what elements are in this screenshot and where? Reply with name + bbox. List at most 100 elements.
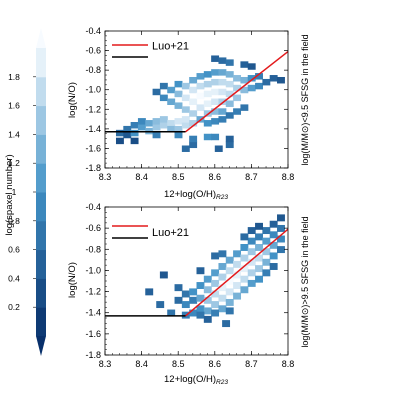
y-axis-label-top: log(N/O): [67, 82, 78, 118]
red-relation-line: [185, 228, 288, 317]
heatmap-cell: [277, 76, 285, 84]
heatmap-cell: [247, 237, 256, 245]
colorbar-tick-label: 1.6: [8, 101, 20, 111]
heatmap-cell: [233, 282, 242, 289]
heatmap-cell: [196, 92, 205, 100]
colorbar-ticks: 0.2 0.4 0.6 0.8 1 1.2 1.4 1.6 1.8: [8, 72, 36, 312]
heatmap-cell: [255, 73, 263, 80]
heatmap-cell: [247, 84, 256, 92]
colorbar-band: [36, 192, 46, 222]
y-tick-label: -1.6: [85, 143, 101, 153]
heatmap-cell: [174, 284, 183, 292]
heatmap-cell: [152, 123, 161, 131]
heatmap-cell: [196, 104, 205, 111]
heatmap-cell: [211, 309, 220, 317]
heatmap-cell: [247, 248, 256, 256]
heatmap-cell: [269, 241, 278, 249]
heatmap-cell: [137, 123, 146, 131]
heatmap-cell: [225, 277, 234, 285]
x-tick-label: 8.4: [135, 172, 148, 182]
heatmap-cell: [233, 260, 242, 268]
heatmap-cell: [218, 78, 227, 86]
heatmap-cell: [225, 307, 234, 315]
heatmap-cell: [211, 118, 220, 125]
colorbar-bands: [36, 28, 46, 356]
heatmap-cell: [218, 250, 227, 258]
heatmap-cell: [189, 135, 198, 143]
y-tick-label: -0.4: [85, 26, 101, 36]
heatmap-cell: [181, 94, 190, 102]
colorbar-band: [36, 134, 46, 164]
heatmap-cell: [233, 271, 242, 279]
heatmap-cell: [115, 137, 124, 145]
right-label-bottom: log(M/M⊙)>9.5 SFSG in the field: [300, 216, 310, 347]
heatmap-cell: [269, 220, 278, 228]
heatmap-cell: [211, 78, 220, 86]
heatmap-cell: [247, 279, 256, 287]
heatmap-cell: [277, 224, 285, 232]
y-tick-label: -1.0: [85, 265, 101, 275]
heatmap-cell: [181, 116, 190, 123]
heatmap-cell: [189, 76, 198, 84]
x-tick-label: 8.4: [135, 359, 148, 369]
heatmap-cell: [225, 71, 234, 78]
heatmap-cell: [123, 125, 132, 133]
heatmap-cell: [240, 61, 249, 68]
heatmap-cell: [269, 252, 278, 260]
x-tick-label: 8.3: [99, 172, 112, 182]
heatmap-cell: [269, 75, 278, 82]
heatmap-cell: [152, 118, 161, 125]
colorbar-tick-label: 0.2: [8, 302, 20, 312]
heatmap-cell: [152, 131, 161, 139]
colorbar-tick-label: 1.4: [8, 129, 20, 139]
heatmap-cell: [196, 82, 205, 90]
heatmap-cell: [174, 90, 183, 98]
heatmap-cell: [240, 254, 249, 262]
heatmap-cell: [218, 98, 227, 105]
legend-bottom: Luo+21: [112, 225, 189, 239]
heatmap-cell: [189, 141, 198, 149]
heatmap-cell: [218, 305, 227, 313]
heatmap-cell: [214, 145, 223, 152]
heatmap-cell: [189, 86, 198, 94]
heatmap-cell: [211, 301, 220, 309]
heatmap-cell: [167, 98, 176, 105]
heatmap-cell: [247, 227, 256, 235]
heatmap-cell: [233, 84, 242, 92]
colorbar-tick-label: 0.8: [8, 216, 20, 226]
relation-lines-top: [105, 50, 288, 133]
heatmap-cell: [255, 254, 263, 262]
heatmap-cell: [174, 125, 183, 133]
heatmap-cell: [159, 122, 168, 129]
legend-label-top: Luo+21: [152, 41, 189, 53]
heatmap-cells-bottom: [145, 214, 285, 328]
heatmap-cell: [203, 275, 212, 283]
heatmap-cell: [225, 90, 234, 98]
x-axis-label-top: 12+log(O/H)R23: [164, 189, 228, 201]
heatmap-cell: [240, 275, 249, 283]
heatmap-cell: [196, 73, 205, 80]
right-label-top: log(M/M⊙)<9.5 SFSG in the field: [300, 34, 310, 165]
x-tick-label: 8.5: [172, 359, 185, 369]
heatmap-cell: [145, 120, 154, 127]
heatmap-cell: [156, 301, 165, 309]
heatmap-cell: [159, 116, 168, 123]
panel-bottom: 8.3 8.4 8.5 8.6 8.7 8.8 -1.8-1.6-1.4-1.2-1.0-…: [67, 202, 310, 386]
heatmap-cell: [225, 135, 234, 143]
x-ticks-bottom: 8.3 8.4 8.5 8.6 8.7 8.8: [99, 207, 294, 369]
heatmap-cell: [130, 137, 139, 145]
heatmap-cell: [203, 315, 212, 323]
heatmap-cell: [218, 108, 227, 115]
colorbar-band: [36, 307, 46, 337]
y-tick-label: -1.2: [85, 104, 101, 114]
heatmap-cell: [174, 102, 183, 109]
x-tick-label: 8.8: [282, 172, 295, 182]
heatmap-cell: [203, 100, 212, 107]
y-tick-label: -1.6: [85, 329, 101, 339]
heatmap-cell: [262, 227, 271, 235]
heatmap-cell: [159, 271, 168, 279]
legend-label-bottom: Luo+21: [152, 227, 189, 239]
heatmap-cell: [189, 98, 198, 105]
panel-top: 8.3 8.4 8.5 8.6 8.7 8.8 -1.8-1.6-1.4-1.2-1.0-…: [67, 26, 310, 201]
